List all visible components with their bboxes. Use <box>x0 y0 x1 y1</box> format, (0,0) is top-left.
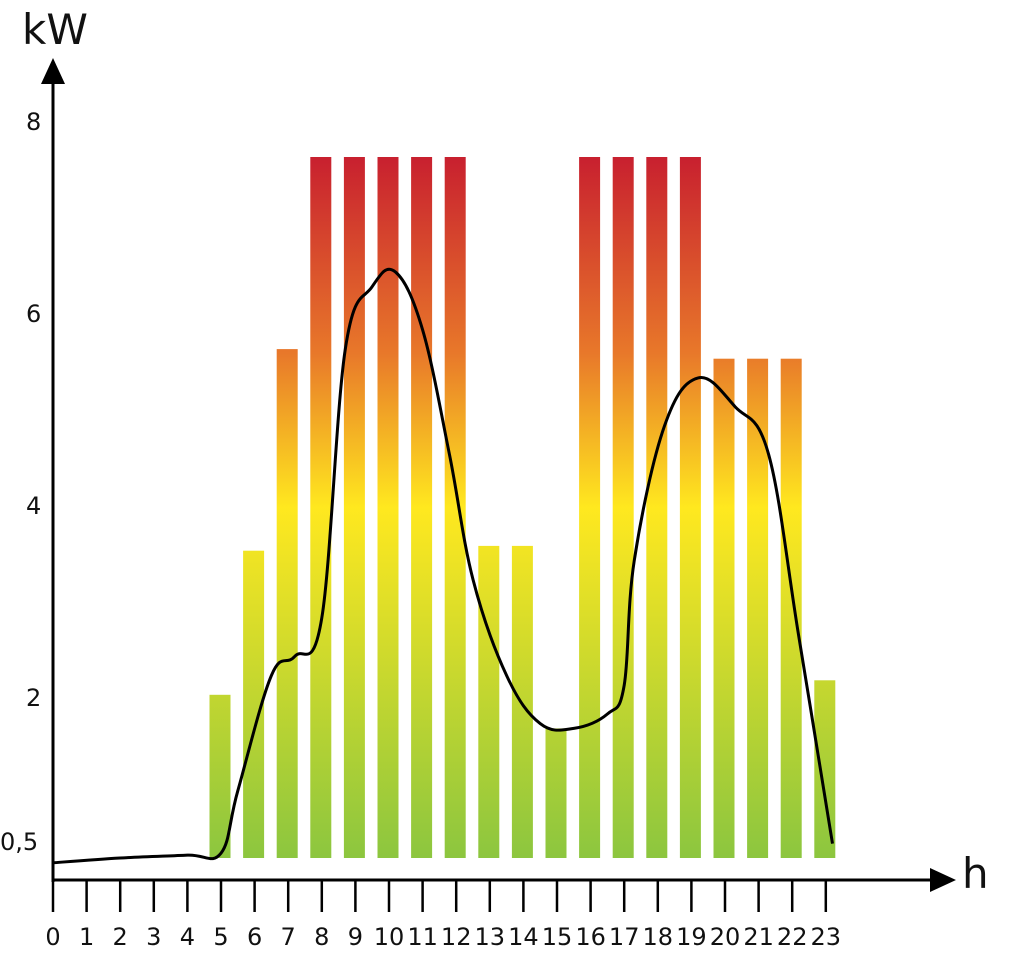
y-tick-label-0,5: 0,5 <box>0 828 38 856</box>
axes-group: kW h <box>22 5 989 898</box>
x-tick-label-14: 14 <box>508 923 539 951</box>
x-tick-label-17: 17 <box>609 923 640 951</box>
bar-hour-21 <box>747 358 769 858</box>
y-axis-arrow <box>41 58 65 84</box>
x-tick-label-15: 15 <box>542 923 573 951</box>
x-tick-label-1: 1 <box>79 923 94 951</box>
x-tick-label-20: 20 <box>710 923 741 951</box>
x-axis-label: h <box>962 849 989 898</box>
x-tick-label-23: 23 <box>811 923 842 951</box>
x-tick-label-18: 18 <box>643 923 674 951</box>
bar-hour-13 <box>478 545 500 858</box>
x-tick-label-3: 3 <box>146 923 161 951</box>
bar-hour-23 <box>814 680 836 858</box>
x-tick-label-5: 5 <box>213 923 228 951</box>
x-tick-label-12: 12 <box>441 923 472 951</box>
y-tick-label-6: 6 <box>26 300 41 328</box>
bar-hour-11 <box>411 157 433 858</box>
bar-hour-16 <box>579 157 601 858</box>
x-tick-label-16: 16 <box>575 923 606 951</box>
load-curve <box>52 267 834 865</box>
y-tick-label-8: 8 <box>26 108 41 136</box>
x-tick-label-7: 7 <box>281 923 296 951</box>
x-tick-label-11: 11 <box>407 923 438 951</box>
y-axis-label: kW <box>22 5 88 54</box>
bar-hour-9 <box>343 157 365 858</box>
x-tick-label-9: 9 <box>348 923 363 951</box>
bar-hour-10 <box>377 157 399 858</box>
bar-hour-7 <box>276 349 298 858</box>
x-tick-label-10: 10 <box>374 923 405 951</box>
y-ticks-group: 0,5 2 4 6 8 <box>0 108 41 856</box>
y-tick-label-4: 4 <box>26 492 41 520</box>
x-tick-label-19: 19 <box>676 923 707 951</box>
x-tick-label-4: 4 <box>180 923 195 951</box>
x-tick-label-22: 22 <box>777 923 808 951</box>
x-tick-label-0: 0 <box>45 923 60 951</box>
bar-hour-18 <box>646 157 668 858</box>
bar-hour-19 <box>679 157 701 858</box>
x-axis-arrow <box>930 868 956 892</box>
bar-hour-20 <box>713 358 735 858</box>
x-ticks-group: 0 1 2 3 4 5 6 7 8 9 10 11 12 13 14 15 16 17 18 19 20 21 22 23 <box>45 880 841 951</box>
x-tick-label-2: 2 <box>113 923 128 951</box>
bar-hour-17 <box>612 157 634 858</box>
bar-hour-6 <box>243 550 265 858</box>
x-tick-label-13: 13 <box>475 923 506 951</box>
bar-hour-8 <box>310 157 332 858</box>
bar-hour-15 <box>545 728 567 858</box>
x-tick-label-8: 8 <box>314 923 329 951</box>
x-tick-label-21: 21 <box>743 923 774 951</box>
bars-group <box>209 157 836 858</box>
bar-hour-12 <box>444 157 466 858</box>
x-tick-label-6: 6 <box>247 923 262 951</box>
bar-hour-22 <box>780 358 802 858</box>
bar-hour-5 <box>209 694 231 858</box>
y-tick-label-2: 2 <box>26 684 41 712</box>
